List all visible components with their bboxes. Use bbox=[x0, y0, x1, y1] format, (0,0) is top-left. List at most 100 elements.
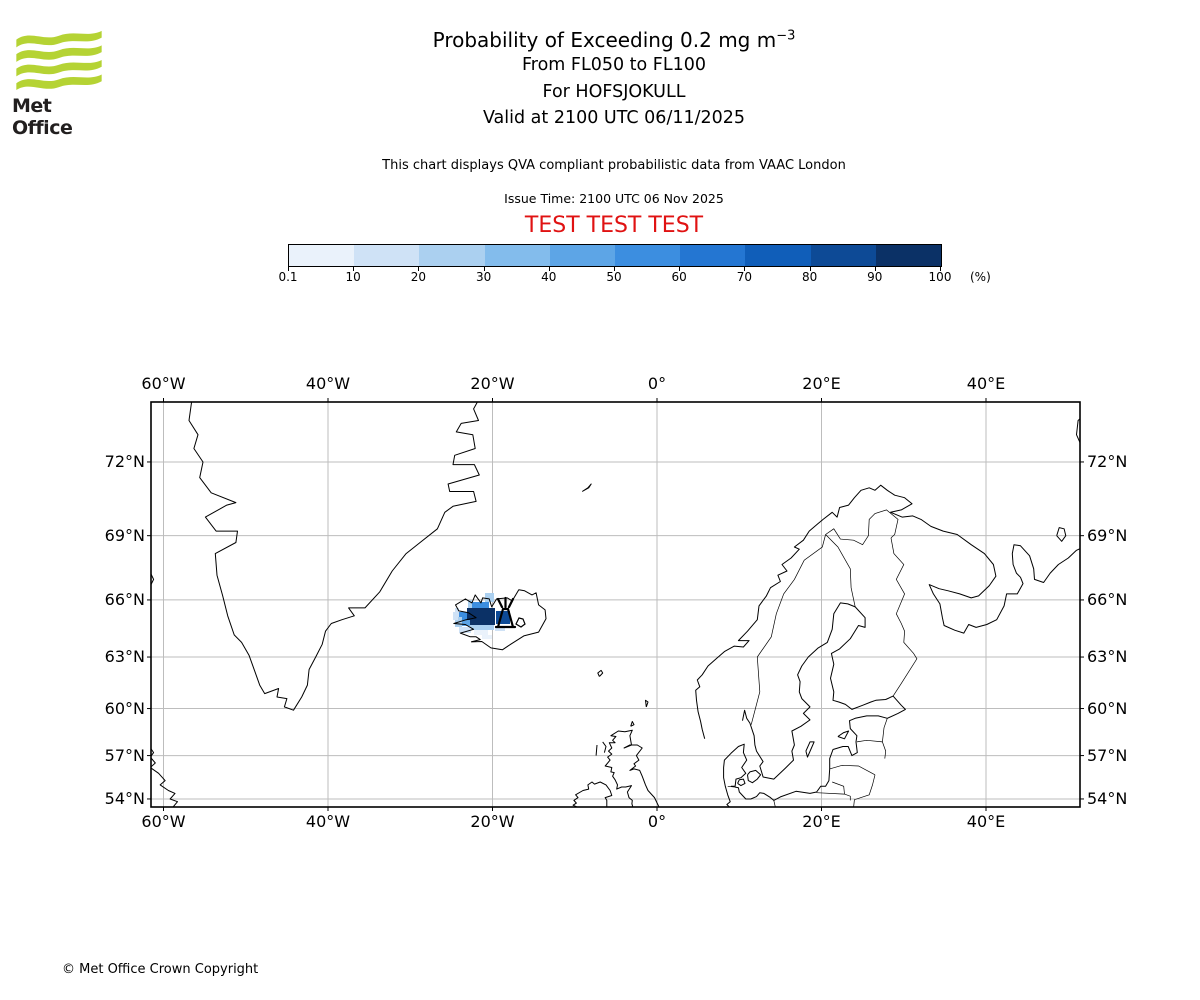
country-border bbox=[890, 537, 918, 697]
longitude-label-bottom: 20°E bbox=[802, 812, 841, 831]
map-plot-area bbox=[151, 402, 1080, 807]
colorbar-segment-0.1-10 bbox=[289, 245, 355, 266]
valid-time-subtitle: Valid at 2100 UTC 06/11/2025 bbox=[482, 108, 746, 128]
longitude-label-top: 20°E bbox=[802, 374, 841, 393]
map-frame bbox=[150, 401, 1081, 808]
country-border bbox=[853, 774, 876, 807]
longitude-label-top: 40°W bbox=[305, 374, 351, 393]
country-border bbox=[856, 739, 883, 743]
country-border bbox=[825, 509, 899, 546]
colorbar-tick-label: 50 bbox=[606, 270, 622, 284]
probability-cell bbox=[495, 626, 505, 631]
probability-cell bbox=[453, 612, 458, 620]
latitude-label-left: 66°N bbox=[104, 589, 145, 609]
colorbar-segment-40-50 bbox=[549, 245, 616, 266]
colorbar-segment-20-30 bbox=[419, 245, 485, 266]
latitude-label-right: 54°N bbox=[1087, 788, 1128, 808]
colorbar-tick bbox=[809, 267, 811, 271]
coastline bbox=[602, 741, 607, 753]
colorbar-tick bbox=[548, 267, 550, 271]
latitude-label-left: 54°N bbox=[104, 788, 145, 808]
latitude-label-right: 69°N bbox=[1087, 525, 1128, 545]
probability-cell bbox=[485, 593, 494, 602]
coastline bbox=[604, 729, 660, 807]
country-border bbox=[832, 781, 845, 795]
country-border bbox=[773, 800, 776, 807]
latitude-label-right: 57°N bbox=[1087, 745, 1128, 765]
country-border bbox=[727, 785, 735, 788]
colorbar-segment-10-20 bbox=[354, 245, 420, 266]
issue-time: Issue Time: 2100 UTC 06 Nov 2025 bbox=[504, 191, 724, 206]
colorbar-tick bbox=[874, 267, 876, 271]
copyright-notice: © Met Office Crown Copyright bbox=[62, 962, 259, 977]
latitude-label-left: 60°N bbox=[104, 698, 145, 718]
coastline bbox=[630, 721, 635, 727]
country-border bbox=[829, 764, 876, 776]
longitude-label-bottom: 20°W bbox=[470, 812, 515, 831]
colorbar-tick bbox=[679, 267, 681, 271]
colorbar-tick bbox=[614, 267, 615, 271]
coastline bbox=[747, 769, 762, 784]
coastline bbox=[734, 602, 906, 801]
coastline bbox=[188, 402, 480, 711]
probability-cell bbox=[472, 602, 489, 608]
coastline bbox=[581, 483, 592, 492]
colorbar-tick-label: 70 bbox=[736, 270, 753, 284]
qva-description: This chart displays QVA compliant probab… bbox=[382, 158, 846, 173]
colorbar-segment-60-70 bbox=[680, 245, 746, 266]
colorbar-segment-30-40 bbox=[484, 245, 550, 266]
colorbar-tick-label: 60 bbox=[671, 270, 687, 284]
country-border bbox=[816, 792, 851, 801]
volcano-subtitle: For HOFSJOKULL bbox=[542, 81, 686, 102]
coastline bbox=[453, 589, 547, 651]
met-office-logo: Met Office bbox=[12, 26, 112, 139]
country-border bbox=[882, 718, 888, 742]
colorbar-segment-80-90 bbox=[810, 245, 876, 266]
latitude-label-right: 72°N bbox=[1087, 451, 1128, 471]
latitude-label-right: 63°N bbox=[1087, 647, 1128, 667]
coastline bbox=[695, 484, 1080, 739]
test-banner: TEST TEST TEST bbox=[524, 213, 704, 238]
probability-cell bbox=[467, 608, 495, 625]
coastline bbox=[1056, 527, 1067, 542]
coastline bbox=[572, 781, 613, 807]
colorbar-segment-50-60 bbox=[615, 245, 681, 266]
coastline bbox=[595, 744, 598, 756]
met-office-logo-waves bbox=[16, 30, 102, 90]
probability-cell bbox=[459, 627, 471, 633]
volcano-icon bbox=[494, 596, 517, 629]
probability-cell bbox=[474, 630, 488, 635]
met-office-logo-text: Met Office bbox=[12, 95, 73, 139]
coastline bbox=[645, 699, 649, 708]
country-border bbox=[825, 534, 856, 607]
coastline bbox=[597, 669, 604, 677]
colorbar-segment-70-80 bbox=[745, 245, 811, 266]
longitude-label-top: 40°E bbox=[966, 374, 1006, 393]
coastline bbox=[805, 741, 815, 758]
colorbar-unit-label: (%) bbox=[970, 270, 991, 284]
coastline bbox=[723, 743, 748, 807]
chart-title: Probability of Exceeding 0.2 mg m−3 bbox=[432, 28, 796, 52]
coastline bbox=[737, 778, 746, 787]
colorbar-tick-label: 100 bbox=[928, 270, 952, 284]
map-canvas bbox=[147, 398, 1084, 811]
longitude-label-top: 0° bbox=[647, 374, 667, 393]
latitude-label-left: 72°N bbox=[104, 451, 145, 471]
colorbar-tick-label: 0.1 bbox=[278, 270, 298, 284]
longitude-label-bottom: 40°E bbox=[966, 812, 1006, 831]
latitude-label-right: 66°N bbox=[1087, 589, 1128, 609]
colorbar-tick-label: 40 bbox=[541, 270, 557, 284]
latitude-label-left: 57°N bbox=[104, 745, 145, 765]
probability-cell bbox=[468, 600, 472, 608]
longitude-label-bottom: 0° bbox=[647, 812, 667, 831]
colorbar-tick bbox=[483, 267, 485, 271]
longitude-label-bottom: 40°W bbox=[305, 812, 351, 831]
latitude-label-right: 60°N bbox=[1087, 698, 1128, 718]
coastline bbox=[837, 730, 850, 740]
latitude-label-left: 63°N bbox=[104, 647, 145, 667]
country-border bbox=[882, 741, 887, 759]
probability-cell bbox=[470, 625, 494, 630]
longitude-label-top: 20°W bbox=[470, 374, 515, 393]
longitude-label-top: 60°W bbox=[141, 374, 186, 393]
